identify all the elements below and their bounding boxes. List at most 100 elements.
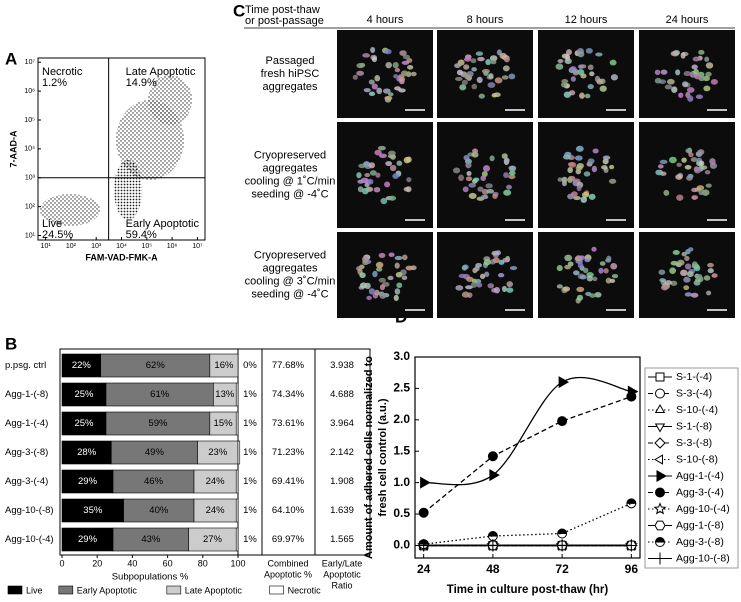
cell-nucleus bbox=[380, 197, 388, 205]
legend-label: Agg-1-(-8) bbox=[676, 519, 724, 531]
legend-marker bbox=[654, 537, 666, 547]
cell-nucleus bbox=[503, 172, 509, 178]
cell-nucleus bbox=[471, 67, 477, 72]
cell-nucleus bbox=[676, 162, 682, 167]
bar-segment bbox=[235, 498, 239, 523]
cell-nucleus bbox=[476, 76, 483, 84]
category-label: Agg-1-(-8) bbox=[5, 389, 48, 400]
row-label: seeding @ -4˚C bbox=[251, 188, 328, 200]
legend-marker bbox=[654, 437, 666, 449]
cell-nucleus bbox=[672, 250, 680, 255]
cell-nucleus bbox=[465, 285, 473, 290]
table-value: 73.61% bbox=[272, 418, 305, 429]
cell-nucleus bbox=[556, 264, 563, 272]
cell-nucleus bbox=[564, 151, 572, 158]
cell-nucleus bbox=[478, 93, 485, 99]
legend-marker bbox=[656, 469, 667, 483]
legend-label: S-3-(-8) bbox=[676, 437, 712, 449]
category-label: Agg-10-(-8) bbox=[5, 505, 54, 516]
cell-nucleus bbox=[485, 59, 492, 66]
value-label: 16% bbox=[214, 360, 234, 371]
data-point bbox=[626, 391, 637, 402]
cell-nucleus bbox=[466, 170, 472, 177]
value-label: 23% bbox=[208, 447, 228, 458]
cell-nucleus bbox=[463, 154, 470, 161]
data-point bbox=[486, 539, 499, 552]
legend-label: Early Apoptotic bbox=[77, 585, 138, 595]
cell-nucleus bbox=[407, 64, 414, 70]
cell-nucleus bbox=[606, 255, 612, 262]
quadrant-percent: 59.4% bbox=[126, 229, 157, 241]
cell-nucleus bbox=[564, 54, 571, 61]
cell-nucleus bbox=[664, 84, 673, 90]
cell-nucleus bbox=[352, 74, 358, 80]
legend-label: Late Apoptotic bbox=[185, 585, 243, 595]
cell-nucleus bbox=[672, 49, 680, 56]
table-value: 1.639 bbox=[330, 505, 354, 516]
cell-nucleus bbox=[487, 82, 496, 88]
cell-nucleus bbox=[368, 79, 375, 85]
cell-nucleus bbox=[697, 149, 705, 155]
micrograph bbox=[538, 232, 634, 318]
cell-nucleus bbox=[388, 195, 397, 201]
quadrant-percent: 14.9% bbox=[126, 77, 157, 89]
table-value: 4.688 bbox=[330, 389, 354, 400]
cell-nucleus bbox=[501, 153, 508, 159]
value-label: 24% bbox=[206, 476, 226, 487]
x-tick-label: 40 bbox=[127, 558, 137, 568]
cell-nucleus bbox=[557, 59, 564, 64]
cell-nucleus bbox=[405, 265, 413, 271]
micrograph bbox=[337, 30, 433, 118]
y-tick-label: 1.0 bbox=[393, 475, 410, 489]
cell-nucleus bbox=[477, 56, 485, 62]
value-label: 40% bbox=[149, 505, 169, 516]
cell-nucleus bbox=[580, 196, 588, 203]
value-label: 25% bbox=[74, 389, 94, 400]
category-label: Agg-3-(-4) bbox=[5, 476, 48, 487]
cell-nucleus bbox=[367, 178, 374, 185]
cell-nucleus bbox=[368, 91, 376, 97]
cell-nucleus bbox=[406, 177, 412, 183]
x-tick-label: 80 bbox=[198, 558, 208, 568]
x-tick-label: 100 bbox=[230, 558, 245, 568]
cell-nucleus bbox=[400, 70, 408, 77]
cell-nucleus bbox=[698, 49, 705, 55]
column-header: 24 hours bbox=[666, 14, 709, 26]
cell-nucleus bbox=[379, 284, 385, 291]
cell-nucleus bbox=[410, 71, 417, 77]
cell-nucleus bbox=[701, 189, 710, 196]
cell-nucleus bbox=[480, 194, 488, 200]
legend-marker bbox=[655, 388, 665, 399]
cell-nucleus bbox=[601, 165, 608, 170]
cell-nucleus bbox=[602, 155, 611, 160]
x-tick-label: 72 bbox=[555, 562, 569, 576]
row-label: seeding @ -4˚C bbox=[251, 288, 328, 300]
cell-nucleus bbox=[576, 286, 585, 293]
table-value: 64.10% bbox=[272, 505, 305, 516]
legend-marker bbox=[654, 423, 666, 433]
cell-nucleus bbox=[378, 153, 387, 159]
table-value: 69.41% bbox=[272, 476, 305, 487]
cell-nucleus bbox=[503, 157, 510, 164]
cell-nucleus bbox=[609, 278, 616, 283]
cell-nucleus bbox=[576, 294, 584, 301]
cell-nucleus bbox=[385, 61, 392, 69]
row-label: cooling @ 1˚C/min bbox=[245, 175, 336, 187]
cell-nucleus bbox=[376, 87, 383, 95]
cell-nucleus bbox=[664, 280, 673, 285]
legend-label: S-10-(-8) bbox=[676, 453, 718, 465]
cell-nucleus bbox=[464, 73, 470, 80]
cell-nucleus bbox=[456, 286, 463, 291]
cell-nucleus bbox=[399, 79, 405, 85]
y-tick-label: 10¹ bbox=[25, 232, 36, 239]
data-point bbox=[420, 476, 431, 489]
cell-nucleus bbox=[705, 62, 714, 69]
cell-nucleus bbox=[693, 73, 702, 80]
cell-nucleus bbox=[480, 175, 487, 182]
category-label: Agg-3-(-8) bbox=[5, 447, 48, 458]
cell-nucleus bbox=[364, 282, 371, 290]
cell-nucleus bbox=[676, 194, 684, 201]
cell-nucleus bbox=[492, 257, 500, 264]
cell-nucleus bbox=[489, 55, 498, 62]
